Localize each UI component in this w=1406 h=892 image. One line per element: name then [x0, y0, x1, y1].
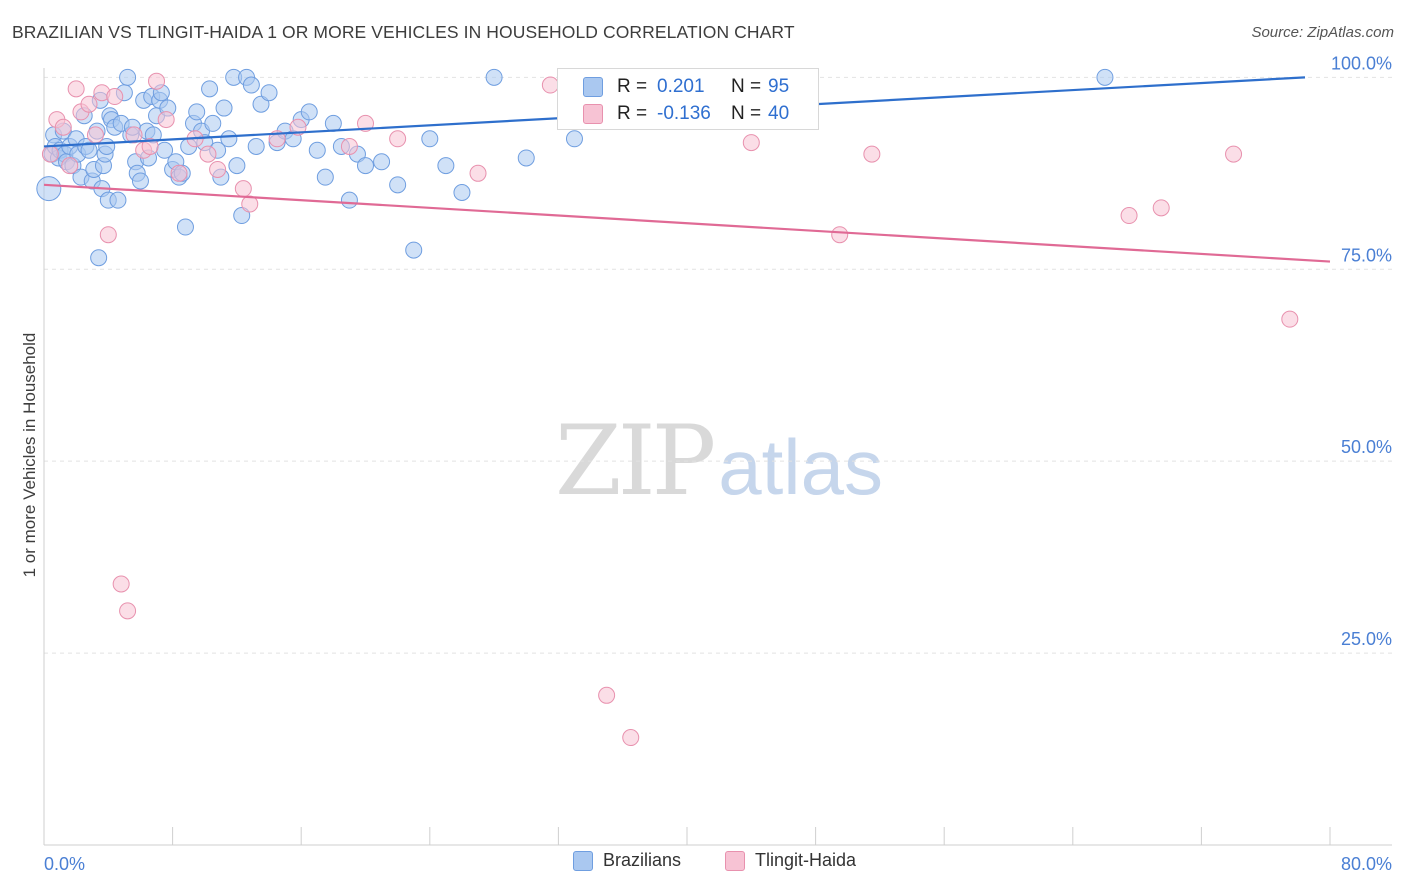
point-tlingit-haida — [125, 126, 143, 144]
point-brazilians — [204, 114, 222, 132]
point-tlingit-haida — [863, 145, 881, 163]
point-brazilians — [340, 191, 358, 209]
point-brazilians — [80, 141, 98, 159]
legend-label-tlingit-haida: Tlingit-Haida — [755, 850, 857, 870]
point-tlingit-haida — [80, 95, 98, 113]
point-brazilians — [357, 157, 374, 175]
point-tlingit-haida — [61, 157, 79, 175]
point-tlingit-haida — [622, 729, 640, 747]
stats-r-value: 0.201 — [657, 76, 705, 97]
point-tlingit-haida — [831, 226, 849, 244]
point-tlingit-haida — [41, 145, 59, 163]
x-tick-label-min: 0.0% — [44, 854, 85, 874]
point-tlingit-haida — [119, 602, 137, 620]
point-brazilians — [247, 137, 265, 155]
point-brazilians — [228, 157, 246, 175]
stats-n-value: 95 — [768, 76, 790, 97]
point-tlingit-haida — [541, 76, 559, 94]
point-tlingit-haida — [1225, 145, 1243, 163]
stats-swatch-brazilians — [583, 77, 603, 97]
point-tlingit-haida — [170, 164, 188, 182]
point-brazilians — [453, 184, 471, 201]
watermark-atlas: atlas — [718, 423, 883, 511]
point-tlingit-haida — [340, 137, 358, 155]
point-tlingit-haida — [742, 134, 760, 152]
point-brazilians — [405, 241, 423, 259]
stats-n-value: 40 — [768, 103, 790, 124]
point-brazilians — [201, 80, 219, 98]
point-brazilians — [233, 207, 251, 225]
point-tlingit-haida — [112, 575, 130, 593]
point-brazilians — [316, 168, 334, 186]
point-brazilians — [517, 149, 535, 167]
stats-r-label: R = — [617, 76, 648, 97]
point-tlingit-haida — [86, 126, 104, 144]
source-label: Source: ZipAtlas.com — [1251, 24, 1394, 41]
point-brazilians — [215, 99, 233, 117]
legend-item-tlingit-haida[interactable]: Tlingit-Haida — [725, 850, 856, 871]
point-brazilians — [421, 130, 439, 148]
stats-swatch-tlingit-haida — [583, 104, 603, 124]
stats-box: R = 0.201 N = 95 R = -0.136 N = 40 — [557, 68, 819, 130]
point-tlingit-haida — [54, 118, 72, 136]
stats-row-brazilians: R = 0.201 N = 95 — [558, 73, 789, 101]
y-tick-label: 75.0% — [1341, 245, 1392, 265]
legend-swatch-brazilians — [573, 850, 593, 871]
legend-swatch-tlingit-haida — [725, 850, 745, 871]
point-tlingit-haida — [148, 72, 166, 90]
point-brazilians — [324, 114, 342, 132]
point-tlingit-haida — [199, 145, 217, 163]
legend-label-brazilians: Brazilians — [603, 850, 682, 870]
point-brazilians — [373, 153, 391, 171]
point-tlingit-haida — [141, 137, 159, 155]
point-tlingit-haida — [209, 160, 227, 178]
x-tick-label-max: 80.0% — [1341, 854, 1392, 874]
point-tlingit-haida — [598, 686, 616, 704]
point-brazilians — [131, 172, 149, 190]
point-brazilians — [485, 68, 503, 86]
point-tlingit-haida — [67, 80, 85, 98]
point-brazilians — [109, 191, 127, 209]
stats-r-value: -0.136 — [657, 103, 711, 124]
legend-item-brazilians[interactable]: Brazilians — [573, 850, 681, 871]
point-brazilians — [90, 249, 108, 267]
point-tlingit-haida — [389, 130, 407, 148]
y-tick-label: 25.0% — [1341, 629, 1392, 649]
point-brazilians — [242, 76, 260, 94]
y-tick-label: 100.0% — [1331, 53, 1392, 73]
chart-title: BRAZILIAN VS TLINGIT-HAIDA 1 OR MORE VEH… — [12, 22, 795, 42]
y-tick-label: 50.0% — [1341, 437, 1392, 457]
point-tlingit-haida — [99, 226, 117, 244]
point-tlingit-haida — [1120, 207, 1138, 225]
point-tlingit-haida — [1281, 310, 1299, 328]
point-brazilians — [389, 176, 407, 194]
stats-row-tlingit-haida: R = -0.136 N = 40 — [558, 100, 789, 128]
point-brazilians — [565, 130, 583, 148]
point-brazilians — [36, 176, 62, 202]
point-brazilians — [252, 95, 270, 113]
point-brazilians — [260, 84, 278, 102]
stats-r-label: R = — [617, 103, 648, 124]
stats-n-label: N = — [731, 76, 762, 97]
point-brazilians — [176, 218, 194, 236]
point-tlingit-haida — [469, 164, 487, 182]
point-brazilians — [300, 103, 318, 121]
point-tlingit-haida — [1152, 199, 1170, 217]
y-axis-title: 1 or more Vehicles in Household — [20, 332, 39, 578]
point-brazilians — [437, 157, 455, 175]
point-brazilians — [188, 103, 206, 121]
point-brazilians — [1096, 68, 1114, 86]
stats-n-label: N = — [731, 103, 762, 124]
trendline-tlingit-haida — [43, 183, 1331, 263]
legend: Brazilians Tlingit-Haida — [0, 850, 1406, 880]
point-tlingit-haida — [157, 111, 175, 129]
point-brazilians — [119, 68, 137, 86]
point-tlingit-haida — [106, 88, 124, 106]
point-brazilians — [220, 130, 238, 148]
point-tlingit-haida — [234, 180, 252, 198]
point-brazilians — [308, 141, 326, 159]
point-tlingit-haida — [357, 114, 374, 132]
